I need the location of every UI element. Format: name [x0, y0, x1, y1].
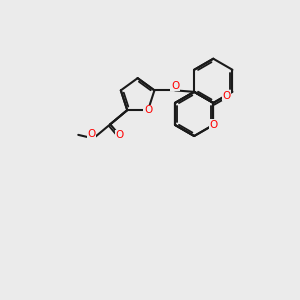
Text: O: O [209, 120, 218, 130]
Text: O: O [171, 81, 179, 91]
Text: O: O [88, 129, 96, 139]
Text: O: O [115, 130, 123, 140]
Text: O: O [144, 105, 152, 115]
Text: O: O [223, 91, 231, 100]
